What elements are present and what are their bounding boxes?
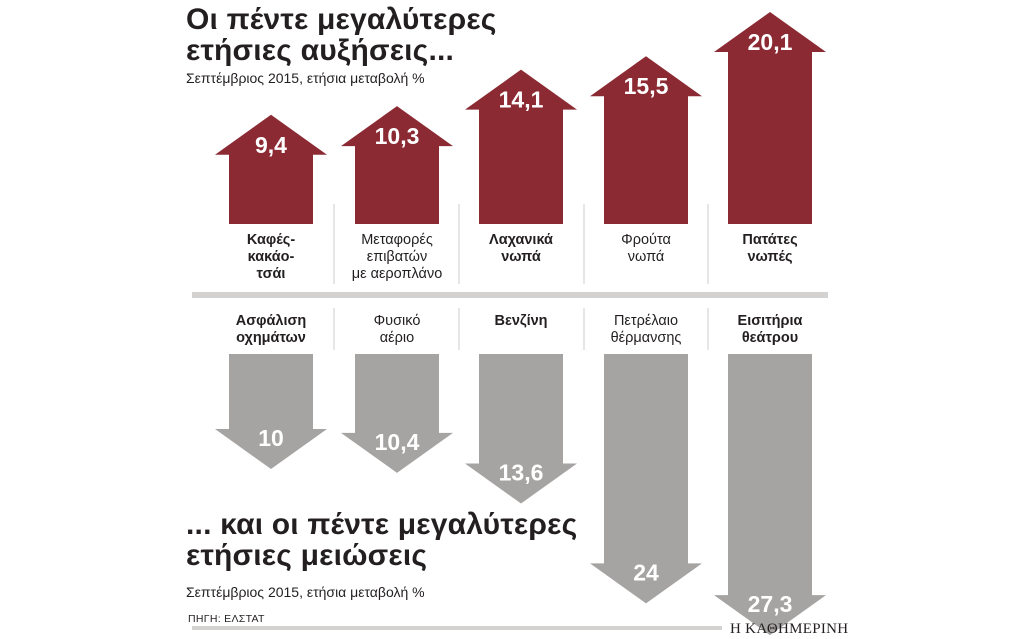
increase-arrow xyxy=(215,114,327,224)
title-decreases: ... και οι πέντε μεγαλύτερες ετήσιες μει… xyxy=(186,508,578,572)
footer-line xyxy=(192,626,722,630)
decrease-arrow xyxy=(465,354,577,504)
increase-category-label: Λαχανικά νωπά xyxy=(489,232,553,265)
increase-arrow xyxy=(590,56,702,225)
decrease-arrow xyxy=(341,354,453,473)
increase-arrow xyxy=(341,106,453,224)
increase-value-label: 9,4 xyxy=(255,132,287,158)
increase-category-label: Πατάτες νωπές xyxy=(742,232,798,265)
subtitle-increases: Σεπτέμβριος 2015, ετήσια μεταβολή % xyxy=(186,70,425,86)
decrease-value-label: 13,6 xyxy=(499,460,544,486)
divider-line xyxy=(192,292,828,298)
source-note: ΠΗΓΗ: ΕΛΣΤΑΤ xyxy=(188,613,265,625)
title-increases: Οι πέντε μεγαλύτερες ετήσιες αυξήσεις... xyxy=(186,3,497,67)
decrease-value-label: 27,3 xyxy=(748,591,793,617)
decrease-category-label: Ασφάλιση οχημάτων xyxy=(235,313,307,346)
decrease-arrow xyxy=(215,354,327,469)
increase-arrow xyxy=(714,12,826,225)
increase-category-label: Μεταφορές επιβατών με αεροπλάνο xyxy=(351,232,443,282)
decrease-value-label: 10,4 xyxy=(375,429,420,455)
increase-value-label: 14,1 xyxy=(499,87,544,113)
increase-value-label: 10,3 xyxy=(375,123,420,149)
decrease-value-label: 24 xyxy=(633,559,659,585)
decrease-arrow xyxy=(590,354,702,604)
decrease-category-label: Βενζίνη xyxy=(494,313,548,329)
decrease-category-label: Εισιτήρια θεάτρου xyxy=(737,313,803,346)
decrease-category-label: Φυσικό αέριο xyxy=(373,313,421,346)
decrease-category-label: Πετρέλαιο θέρμανσης xyxy=(610,313,682,346)
decrease-value-label: 10 xyxy=(258,425,284,451)
increase-category-label: Καφές-κακάο-τσάι xyxy=(246,232,296,282)
increase-value-label: 20,1 xyxy=(748,29,793,55)
subtitle-decreases: Σεπτέμβριος 2015, ετήσια μεταβολή % xyxy=(186,584,425,600)
decrease-arrow xyxy=(714,354,826,636)
increase-arrow xyxy=(465,69,577,224)
brand-logo: Η ΚΑΘΗΜΕΡΙΝΗ xyxy=(730,621,849,637)
increase-value-label: 15,5 xyxy=(624,73,669,99)
increase-category-label: Φρούτα νωπά xyxy=(621,232,671,265)
